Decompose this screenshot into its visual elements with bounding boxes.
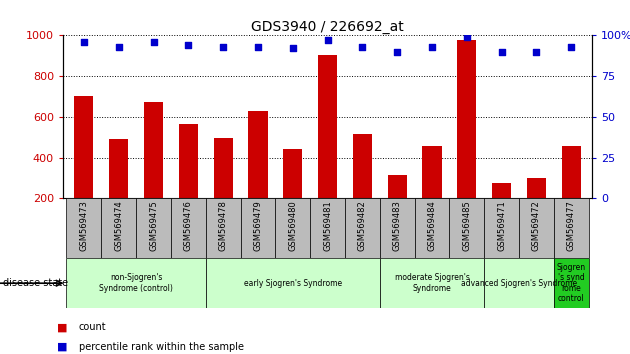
Text: GSM569479: GSM569479: [253, 200, 263, 251]
Bar: [380, 258, 484, 308]
Text: ■: ■: [57, 322, 67, 332]
Bar: [101, 198, 136, 258]
Bar: [248, 111, 268, 198]
Text: GSM569485: GSM569485: [462, 200, 471, 251]
Bar: [206, 198, 241, 258]
Text: GSM569481: GSM569481: [323, 200, 332, 251]
Bar: [387, 175, 407, 198]
Bar: [519, 198, 554, 258]
Point: [149, 39, 159, 45]
Point: [113, 44, 123, 50]
Point: [79, 39, 89, 45]
Bar: [449, 198, 484, 258]
Bar: [562, 146, 581, 198]
Point: [253, 44, 263, 50]
Bar: [144, 102, 163, 198]
Text: advanced Sjogren's Syndrome: advanced Sjogren's Syndrome: [461, 279, 577, 288]
Point: [566, 44, 576, 50]
Text: GSM569483: GSM569483: [392, 200, 402, 251]
Bar: [109, 139, 129, 198]
Bar: [241, 198, 275, 258]
Text: GSM569482: GSM569482: [358, 200, 367, 251]
Text: GSM569472: GSM569472: [532, 200, 541, 251]
Point: [427, 44, 437, 50]
Bar: [310, 198, 345, 258]
Text: GSM569475: GSM569475: [149, 200, 158, 251]
Text: GSM569484: GSM569484: [428, 200, 437, 251]
Bar: [275, 198, 310, 258]
Bar: [554, 258, 588, 308]
Text: non-Sjogren's
Syndrome (control): non-Sjogren's Syndrome (control): [99, 274, 173, 293]
Text: GSM569476: GSM569476: [184, 200, 193, 251]
Bar: [136, 198, 171, 258]
Text: moderate Sjogren's
Syndrome: moderate Sjogren's Syndrome: [394, 274, 469, 293]
Bar: [423, 146, 442, 198]
Point: [218, 44, 228, 50]
Point: [462, 34, 472, 40]
Bar: [380, 198, 415, 258]
Bar: [206, 258, 380, 308]
Point: [183, 42, 193, 48]
Bar: [67, 258, 206, 308]
Text: count: count: [79, 322, 106, 332]
Text: disease state: disease state: [3, 278, 68, 288]
Bar: [353, 134, 372, 198]
Title: GDS3940 / 226692_at: GDS3940 / 226692_at: [251, 21, 404, 34]
Point: [288, 46, 298, 51]
Bar: [67, 198, 101, 258]
Text: GSM569477: GSM569477: [567, 200, 576, 251]
Bar: [214, 138, 232, 198]
Point: [357, 44, 367, 50]
Text: GSM569480: GSM569480: [289, 200, 297, 251]
Text: GSM569471: GSM569471: [497, 200, 506, 251]
Bar: [484, 258, 554, 308]
Bar: [179, 124, 198, 198]
Bar: [171, 198, 206, 258]
Text: Sjogren
's synd
rome
control: Sjogren 's synd rome control: [557, 263, 586, 303]
Bar: [74, 96, 93, 198]
Text: GSM569473: GSM569473: [79, 200, 88, 251]
Text: ■: ■: [57, 342, 67, 352]
Text: GSM569474: GSM569474: [114, 200, 123, 251]
Bar: [318, 55, 337, 198]
Bar: [484, 198, 519, 258]
Point: [496, 49, 507, 55]
Bar: [527, 178, 546, 198]
Bar: [492, 183, 512, 198]
Point: [392, 49, 403, 55]
Point: [323, 38, 333, 43]
Point: [532, 49, 542, 55]
Bar: [554, 198, 588, 258]
Text: GSM569478: GSM569478: [219, 200, 227, 251]
Bar: [457, 40, 476, 198]
Bar: [284, 149, 302, 198]
Text: percentile rank within the sample: percentile rank within the sample: [79, 342, 244, 352]
Bar: [415, 198, 449, 258]
Bar: [345, 198, 380, 258]
Text: early Sjogren's Syndrome: early Sjogren's Syndrome: [244, 279, 342, 288]
